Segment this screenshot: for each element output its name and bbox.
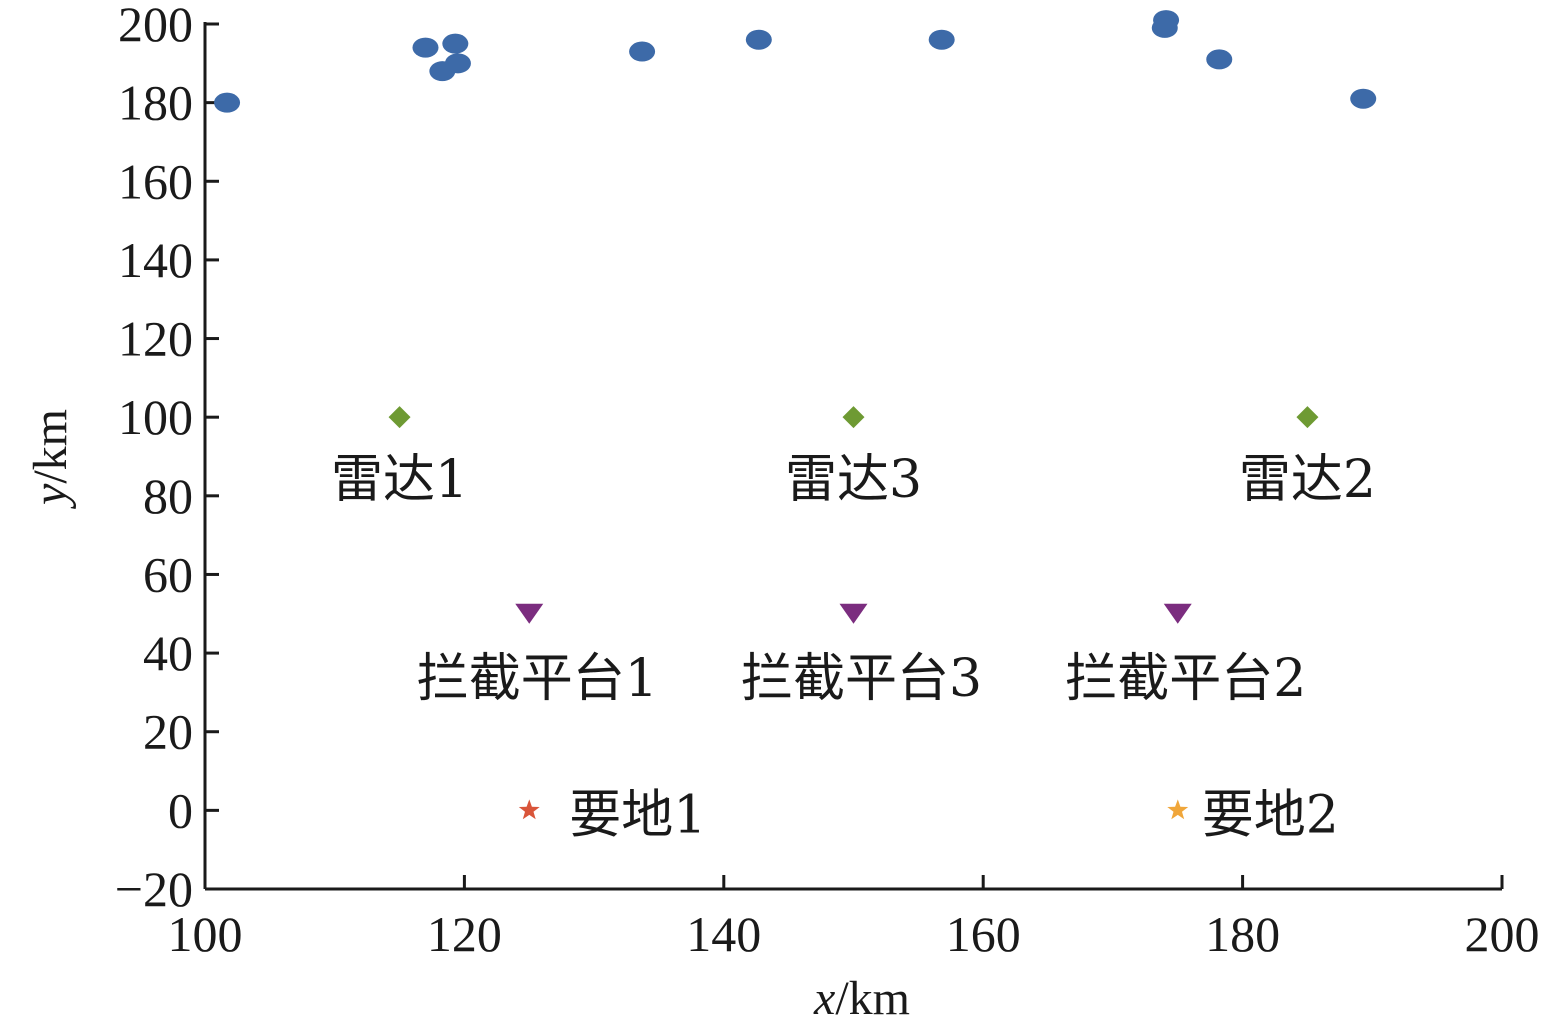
y-ticks: −20 0 20 40 60 80 100 120 140 160 180 200 <box>115 0 219 917</box>
site1-point <box>518 799 540 820</box>
radars-label: 雷达2 <box>1239 450 1376 510</box>
interceptor-point <box>515 603 544 624</box>
x-tick-label: 200 <box>1465 906 1540 962</box>
x-axis-label: x/km <box>813 972 910 1020</box>
y-tick-label: −20 <box>115 861 193 917</box>
y-tick-label: 200 <box>118 0 193 52</box>
markers <box>214 10 1377 820</box>
radars-label: 雷达3 <box>785 450 922 510</box>
interceptors-label: 拦截平台3 <box>741 649 982 709</box>
x-tick-label: 140 <box>686 906 761 962</box>
x-ticks: 100 120 140 160 180 200 <box>168 875 1540 962</box>
y-tick-label: 40 <box>143 625 193 681</box>
target-point <box>1206 49 1233 70</box>
target-point <box>214 92 241 113</box>
x-tick-label: 120 <box>427 906 502 962</box>
y-tick-label: 140 <box>118 232 193 288</box>
y-tick-label: 60 <box>143 546 193 602</box>
y-tick-label: 0 <box>168 782 193 838</box>
y-tick-label: 160 <box>118 153 193 209</box>
radar-point <box>1296 406 1319 429</box>
target-point <box>745 29 772 50</box>
radar-point <box>388 406 411 429</box>
y-tick-label: 120 <box>118 311 193 367</box>
site2-label: 要地2 <box>1202 785 1339 845</box>
y-tick-label: 80 <box>143 468 193 524</box>
radar-point <box>842 406 865 429</box>
annotations: 雷达1 雷达3 雷达2 拦截平台1 拦截平台3 拦截平台2 要地1 要地2 <box>331 450 1376 845</box>
axes: 100 120 140 160 180 200 −20 0 20 40 60 80 100 120 140… <box>115 0 1540 962</box>
target-point <box>928 29 955 50</box>
target-point <box>1151 17 1178 38</box>
y-tick-label: 100 <box>118 389 193 445</box>
site2-point <box>1167 799 1189 820</box>
interceptors-label: 拦截平台2 <box>1065 649 1306 709</box>
interceptors-label: 拦截平台1 <box>417 649 658 709</box>
y-tick-label: 20 <box>143 704 193 760</box>
y-axis-label: y/km <box>24 409 77 510</box>
x-tick-label: 160 <box>946 906 1021 962</box>
target-point <box>1350 88 1377 109</box>
x-tick-label: 180 <box>1205 906 1280 962</box>
interceptor-point <box>839 603 868 624</box>
x-tick-label: 100 <box>168 906 243 962</box>
interceptor-point <box>1163 603 1192 624</box>
site1-label: 要地1 <box>569 785 706 845</box>
y-tick-label: 180 <box>118 75 193 131</box>
target-point <box>442 33 469 54</box>
target-point <box>412 37 439 58</box>
radars-label: 雷达1 <box>331 450 468 510</box>
target-point <box>444 53 471 74</box>
target-point <box>629 41 656 62</box>
